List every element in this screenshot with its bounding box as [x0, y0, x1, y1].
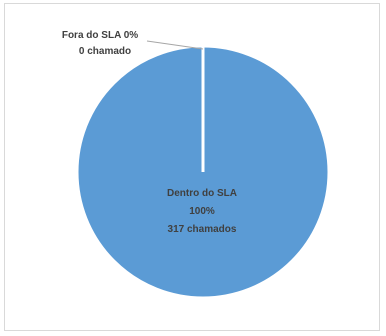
chart-frame: Fora do SLA 0% 0 chamado Dentro do SLA 1…: [4, 3, 380, 331]
pie-chart: Fora do SLA 0% 0 chamado Dentro do SLA 1…: [62, 30, 329, 298]
label-fora-line-2: 0 chamado: [79, 46, 131, 57]
label-dentro-line-1: Dentro do SLA: [167, 188, 237, 199]
leader-line-fora: [146, 40, 204, 50]
leader-lines: [146, 40, 204, 50]
pie-slices: [77, 46, 329, 298]
label-dentro-line-2: 100%: [189, 206, 215, 217]
label-fora-line-1: Fora do SLA 0%: [62, 30, 138, 41]
data-labels: Fora do SLA 0% 0 chamado Dentro do SLA 1…: [62, 30, 237, 235]
label-dentro-line-3: 317 chamados: [168, 224, 237, 235]
